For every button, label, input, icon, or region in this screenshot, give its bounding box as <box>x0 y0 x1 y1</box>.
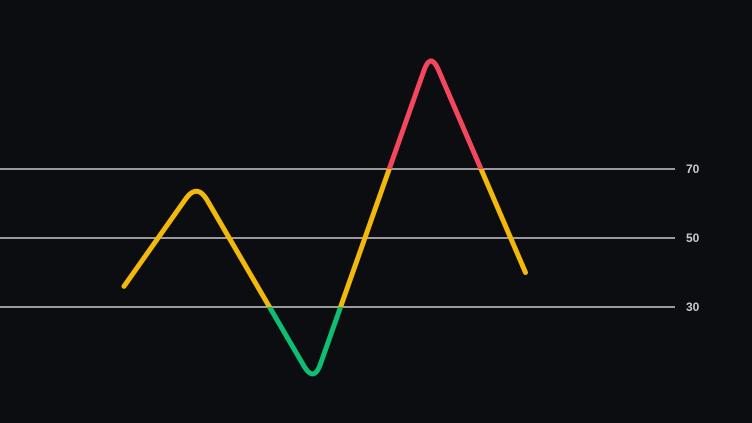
reference-label-30: 30 <box>686 300 700 314</box>
reference-label-70: 70 <box>686 162 700 176</box>
series-line <box>121 58 528 377</box>
series-segment-neutral <box>121 169 528 307</box>
series-segment-overbought <box>386 58 484 169</box>
series-segment-oversold <box>266 307 344 377</box>
reference-lines: 70 50 30 <box>0 162 700 314</box>
reference-label-50: 50 <box>686 231 700 245</box>
